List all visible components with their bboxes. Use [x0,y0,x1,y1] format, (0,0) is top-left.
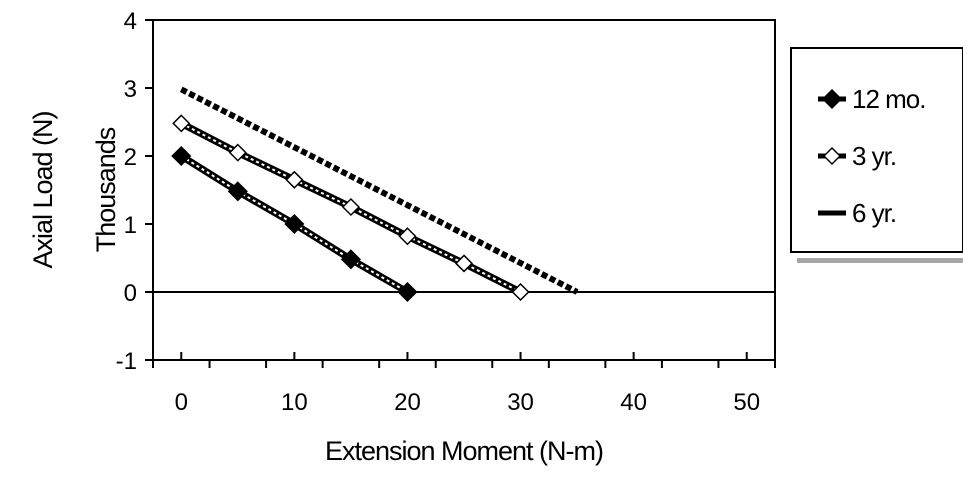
data-point [398,227,417,246]
legend-label: 6 yr. [852,198,896,228]
x-tick-label: 30 [507,389,534,416]
y-axis-subtitle: Thousands [91,127,121,252]
legend-marker [822,146,842,166]
y-axis-title: Axial Load (N) [28,111,58,268]
legend: 12 mo. 3 yr. 6 yr. [790,47,963,263]
legend-marker [821,88,843,110]
series-3-yr- [172,114,530,302]
y-tick-label: 0 [124,280,137,307]
plot-area [152,19,776,361]
series-line [179,86,579,295]
data-point [397,281,418,303]
data-point [341,197,360,217]
data-point [227,181,248,202]
legend-shadow [797,258,963,263]
x-tick-label: 50 [733,389,760,416]
x-axis-ticks: 0 10 20 30 40 50 [152,352,776,416]
series-layer [171,86,579,303]
x-tick-label: 40 [620,389,647,416]
data-point [172,114,191,133]
data-point [454,254,474,273]
y-tick-label: 4 [124,8,137,35]
data-point [228,143,247,162]
series-line [180,155,408,293]
data-point [285,170,304,189]
x-tick-label: 10 [281,389,308,416]
y-tick-label: -1 [116,348,137,375]
data-point [171,145,192,167]
legend-item: 3 yr. [818,141,897,171]
y-axis-ticks: -1 0 1 2 3 4 [116,8,153,375]
x-axis-title: Extension Moment (N-m) [325,436,603,466]
legend-item: 12 mo. [818,84,927,114]
data-point [511,282,530,302]
y-tick-label: 2 [124,144,137,171]
y-tick-label: 1 [124,212,137,239]
plot-frame [152,19,776,361]
legend-label: 3 yr. [852,141,896,171]
legend-label: 12 mo. [852,84,926,114]
legend-item: 6 yr. [818,198,897,228]
data-point [284,213,305,235]
x-tick-label: 20 [394,389,421,416]
legend-items: 12 mo. 3 yr. 6 yr. [818,84,927,228]
data-point [340,249,361,270]
series-6-yr- [179,86,579,295]
legend-box [790,47,963,253]
y-tick-label: 3 [124,76,137,103]
x-tick-label: 0 [175,389,188,416]
series-12-mo- [171,145,418,303]
